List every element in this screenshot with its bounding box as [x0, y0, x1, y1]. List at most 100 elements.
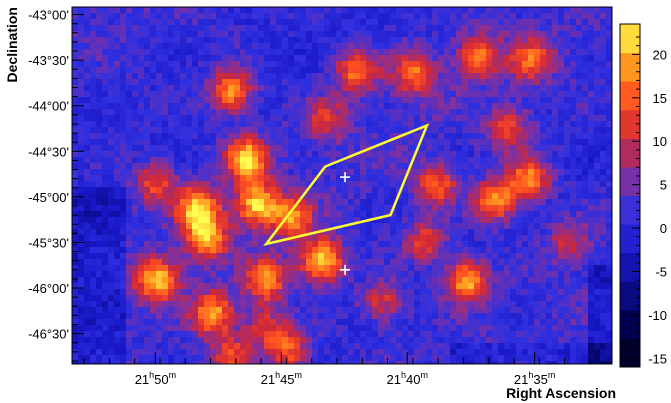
heatmap-cell — [456, 235, 463, 242]
heatmap-cell — [162, 199, 169, 206]
heatmap-cell — [84, 235, 91, 242]
heatmap-cell — [558, 193, 565, 200]
heatmap-cell — [78, 73, 85, 80]
heatmap-cell — [192, 307, 199, 314]
heatmap-cell — [216, 187, 223, 194]
heatmap-cell — [498, 91, 505, 98]
heatmap-cell — [486, 265, 493, 272]
heatmap-cell — [210, 181, 217, 188]
heatmap-cell — [456, 193, 463, 200]
heatmap-cell — [498, 139, 505, 146]
heatmap-cell — [486, 277, 493, 284]
heatmap-cell — [408, 199, 415, 206]
heatmap-cell — [594, 265, 601, 272]
heatmap-cell — [582, 331, 589, 338]
heatmap-cell — [354, 181, 361, 188]
heatmap-cell — [498, 115, 505, 122]
heatmap-cell — [258, 229, 265, 236]
heatmap-cell — [222, 283, 229, 290]
heatmap-cell — [540, 253, 547, 260]
heatmap-cell — [366, 73, 373, 80]
heatmap-cell — [288, 217, 295, 224]
heatmap-cell — [234, 19, 241, 26]
heatmap-cell — [96, 295, 103, 302]
heatmap-cell — [114, 25, 121, 32]
heatmap-cell — [198, 295, 205, 302]
heatmap-cell — [348, 31, 355, 38]
heatmap-cell — [546, 73, 553, 80]
heatmap-cell — [300, 283, 307, 290]
heatmap-cell — [258, 103, 265, 110]
heatmap-cell — [150, 25, 157, 32]
heatmap-cell — [180, 103, 187, 110]
heatmap-cell — [234, 277, 241, 284]
heatmap-cell — [102, 37, 109, 44]
heatmap-cell — [216, 307, 223, 314]
heatmap-cell — [594, 289, 601, 296]
heatmap-cell — [288, 25, 295, 32]
heatmap-cell — [462, 31, 469, 38]
heatmap-cell — [588, 199, 595, 206]
heatmap-cell — [258, 247, 265, 254]
heatmap-cell — [438, 289, 445, 296]
heatmap-cell — [306, 25, 313, 32]
heatmap-cell — [150, 103, 157, 110]
heatmap-cell — [462, 91, 469, 98]
heatmap-cell — [432, 265, 439, 272]
heatmap-cell — [336, 205, 343, 212]
heatmap-cell — [456, 109, 463, 116]
heatmap-cell — [510, 109, 517, 116]
heatmap-cell — [234, 127, 241, 134]
heatmap-cell — [408, 115, 415, 122]
heatmap-cell — [138, 151, 145, 158]
heatmap-cell — [282, 13, 289, 20]
heatmap-cell — [102, 265, 109, 272]
heatmap-cell — [438, 91, 445, 98]
heatmap-cell — [198, 151, 205, 158]
heatmap-cell — [96, 247, 103, 254]
heatmap-cell — [72, 271, 79, 278]
heatmap-cell — [78, 313, 85, 320]
heatmap-cell — [444, 289, 451, 296]
heatmap-cell — [474, 253, 481, 260]
heatmap-cell — [366, 289, 373, 296]
heatmap-cell — [462, 277, 469, 284]
heatmap-cell — [534, 31, 541, 38]
heatmap-cell — [282, 19, 289, 26]
heatmap-cell — [582, 31, 589, 38]
heatmap-cell — [540, 25, 547, 32]
heatmap-cell — [396, 7, 403, 14]
heatmap-cell — [126, 181, 133, 188]
heatmap-cell — [546, 115, 553, 122]
heatmap-cell — [432, 319, 439, 326]
heatmap-cell — [336, 187, 343, 194]
heatmap-cell — [396, 109, 403, 116]
heatmap-cell — [96, 121, 103, 128]
heatmap-cell — [354, 253, 361, 260]
heatmap-cell — [528, 37, 535, 44]
heatmap-cell — [96, 181, 103, 188]
heatmap-cell — [210, 289, 217, 296]
heatmap-cell — [288, 103, 295, 110]
heatmap-cell — [384, 211, 391, 218]
heatmap-cell — [504, 181, 511, 188]
heatmap-cell — [150, 181, 157, 188]
heatmap-cell — [432, 259, 439, 266]
heatmap-cell — [216, 277, 223, 284]
heatmap-cell — [588, 223, 595, 230]
heatmap-cell — [546, 133, 553, 140]
heatmap-cell — [216, 97, 223, 104]
heatmap-cell — [192, 319, 199, 326]
heatmap-cell — [378, 127, 385, 134]
heatmap-cell — [564, 205, 571, 212]
heatmap-cell — [498, 55, 505, 62]
heatmap-cell — [222, 13, 229, 20]
heatmap-cell — [378, 241, 385, 248]
heatmap-cell — [564, 145, 571, 152]
heatmap-cell — [402, 133, 409, 140]
heatmap-cell — [438, 301, 445, 308]
heatmap-cell — [348, 7, 355, 14]
heatmap-cell — [318, 163, 325, 170]
heatmap-cell — [246, 319, 253, 326]
heatmap-cell — [144, 319, 151, 326]
